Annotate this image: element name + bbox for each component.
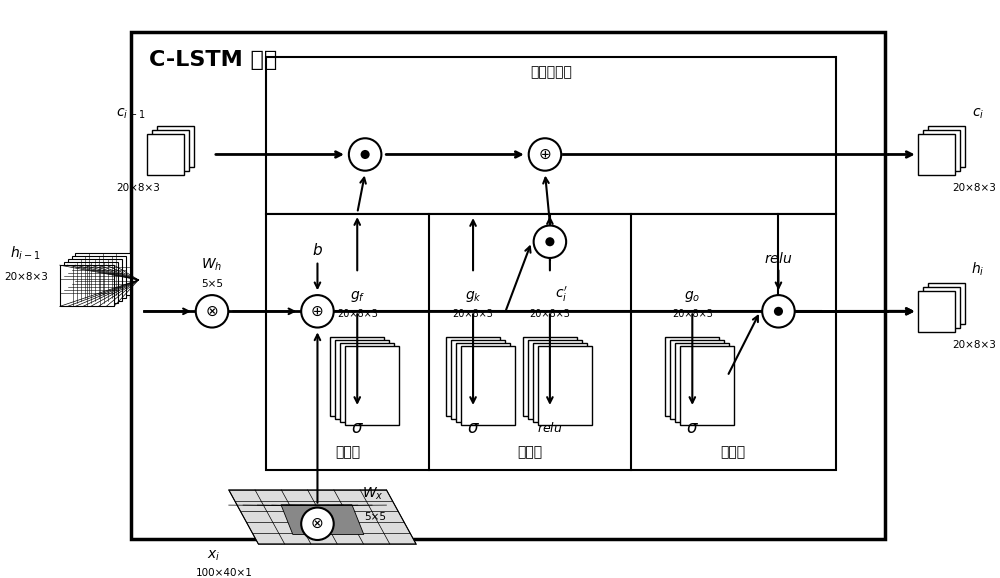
Bar bbox=[345, 346, 399, 425]
Text: $g_f$: $g_f$ bbox=[350, 288, 365, 303]
Text: $b$: $b$ bbox=[312, 242, 323, 258]
Bar bbox=[266, 57, 836, 214]
Text: 100×40×1: 100×40×1 bbox=[195, 568, 252, 578]
Bar bbox=[266, 214, 836, 470]
Bar bbox=[451, 340, 505, 419]
Text: $g_k$: $g_k$ bbox=[465, 288, 481, 303]
Bar bbox=[533, 343, 587, 422]
Text: 20×8×3: 20×8×3 bbox=[529, 309, 570, 320]
Text: $x_i$: $x_i$ bbox=[207, 549, 221, 563]
Text: $c_{i-1}$: $c_{i-1}$ bbox=[116, 107, 146, 121]
Bar bbox=[60, 265, 114, 306]
Bar bbox=[157, 126, 194, 167]
Text: 5×5: 5×5 bbox=[201, 279, 223, 289]
Text: $h_{i-1}$: $h_{i-1}$ bbox=[10, 245, 41, 262]
Bar bbox=[131, 32, 885, 539]
Text: ⊗: ⊗ bbox=[206, 304, 218, 319]
Bar bbox=[528, 340, 582, 419]
Text: 20×8×3: 20×8×3 bbox=[672, 309, 713, 320]
Bar bbox=[923, 130, 960, 171]
Text: 20×8×3: 20×8×3 bbox=[4, 272, 48, 282]
Bar bbox=[538, 346, 592, 425]
Text: 20×8×3: 20×8×3 bbox=[952, 340, 996, 350]
Text: ⊗: ⊗ bbox=[311, 516, 324, 531]
Circle shape bbox=[545, 237, 554, 246]
Bar bbox=[523, 337, 577, 416]
Circle shape bbox=[529, 138, 561, 171]
Bar bbox=[152, 130, 189, 171]
Bar bbox=[330, 337, 384, 416]
Circle shape bbox=[774, 307, 783, 316]
Text: 20×8×3: 20×8×3 bbox=[116, 183, 160, 193]
Text: $c_i$: $c_i$ bbox=[972, 107, 984, 121]
Text: 5×5: 5×5 bbox=[364, 512, 386, 522]
Circle shape bbox=[349, 138, 381, 171]
Bar bbox=[68, 260, 122, 301]
Bar bbox=[335, 340, 389, 419]
Bar bbox=[928, 126, 965, 167]
Bar bbox=[340, 343, 394, 422]
Bar bbox=[670, 340, 724, 419]
Text: 20×8×3: 20×8×3 bbox=[337, 309, 378, 320]
Text: $\sigma$: $\sigma$ bbox=[467, 420, 480, 438]
Text: ⊕: ⊕ bbox=[539, 147, 551, 162]
Text: $relu$: $relu$ bbox=[764, 251, 793, 266]
Text: $W_x$: $W_x$ bbox=[362, 486, 383, 502]
Bar bbox=[147, 134, 184, 175]
Text: 输出门: 输出门 bbox=[721, 445, 746, 459]
Text: 输入门: 输入门 bbox=[517, 445, 542, 459]
Circle shape bbox=[301, 507, 334, 540]
Text: 细胞状态门: 细胞状态门 bbox=[530, 65, 572, 79]
Bar bbox=[456, 343, 510, 422]
Text: 20×8×3: 20×8×3 bbox=[952, 183, 996, 193]
Circle shape bbox=[196, 295, 228, 328]
Polygon shape bbox=[229, 490, 416, 544]
Bar bbox=[75, 253, 130, 295]
Bar bbox=[461, 346, 515, 425]
Text: 20×8×3: 20×8×3 bbox=[453, 309, 493, 320]
Text: C-LSTM 细胞: C-LSTM 细胞 bbox=[149, 50, 277, 70]
Text: ⊕: ⊕ bbox=[311, 304, 324, 319]
Bar bbox=[72, 256, 126, 298]
Text: $\sigma$: $\sigma$ bbox=[686, 420, 699, 438]
Bar bbox=[918, 291, 955, 332]
Text: $relu$: $relu$ bbox=[537, 421, 563, 435]
Bar bbox=[64, 262, 118, 303]
Circle shape bbox=[762, 295, 795, 328]
Circle shape bbox=[534, 225, 566, 258]
Text: $\sigma$: $\sigma$ bbox=[351, 420, 364, 438]
Text: $W_h$: $W_h$ bbox=[201, 257, 223, 273]
Bar bbox=[665, 337, 719, 416]
Circle shape bbox=[361, 150, 370, 159]
Text: $g_o$: $g_o$ bbox=[684, 288, 700, 303]
Bar bbox=[928, 283, 965, 324]
Bar bbox=[446, 337, 500, 416]
Bar bbox=[675, 343, 729, 422]
Text: 遗忘门: 遗忘门 bbox=[335, 445, 360, 459]
Text: $c_i'$: $c_i'$ bbox=[555, 284, 568, 303]
Bar bbox=[918, 134, 955, 175]
Bar bbox=[923, 287, 960, 328]
Circle shape bbox=[301, 295, 334, 328]
Polygon shape bbox=[281, 505, 364, 535]
Bar bbox=[680, 346, 734, 425]
Text: $h_i$: $h_i$ bbox=[971, 261, 985, 278]
